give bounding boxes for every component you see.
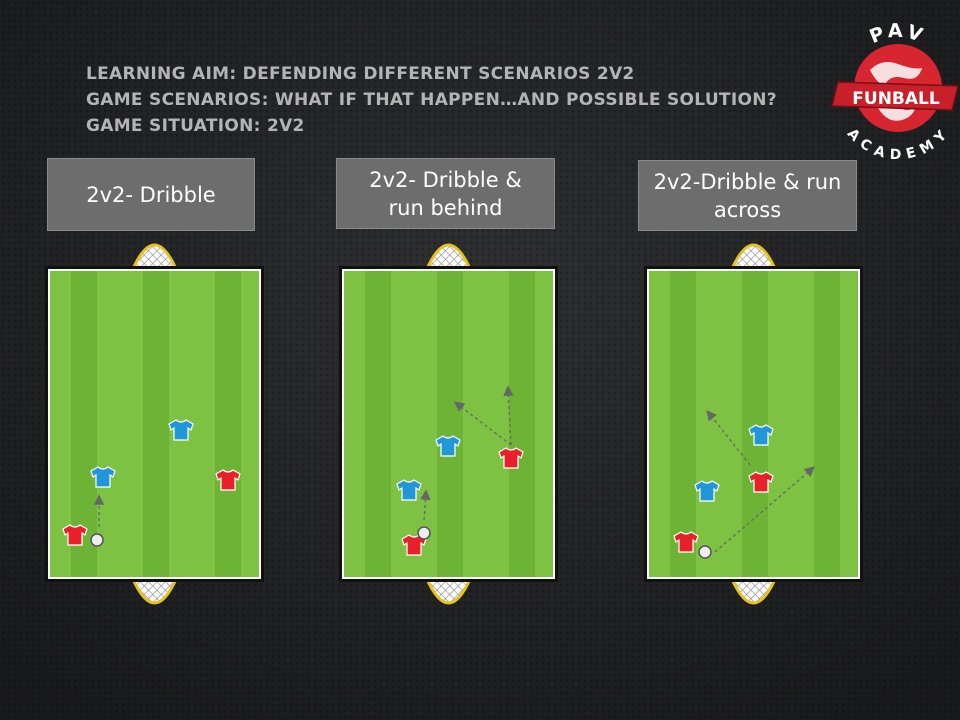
pitch-stripe <box>71 271 97 577</box>
header-line: LEARNING AIM: DEFENDING DIFFERENT SCENAR… <box>86 64 635 84</box>
player <box>498 447 524 469</box>
player <box>694 480 720 502</box>
panel-title: 2v2-Dribble & run across <box>638 160 857 231</box>
player <box>168 419 194 441</box>
pitch-stripe <box>437 271 463 577</box>
run-arrow <box>420 489 431 521</box>
player <box>215 469 241 491</box>
header-line: GAME SITUATION: 2V2 <box>86 116 305 136</box>
ball <box>90 533 104 547</box>
player <box>435 435 461 457</box>
player <box>62 524 88 546</box>
pitch-stripe <box>670 271 696 577</box>
panel-title: 2v2- Dribble & run behind <box>336 158 555 229</box>
run-arrow <box>706 409 751 466</box>
ball <box>417 526 431 540</box>
pitch-stripe <box>143 271 169 577</box>
player <box>90 466 116 488</box>
player <box>748 471 774 493</box>
header-line: GAME SCENARIOS: WHAT IF THAT HAPPEN…AND … <box>86 90 777 110</box>
panel-title: 2v2- Dribble <box>47 158 255 231</box>
pitch-stripe <box>365 271 391 577</box>
logo-banner: FUNBALL <box>852 89 940 109</box>
player <box>748 424 774 446</box>
banner <box>831 81 959 111</box>
player <box>673 531 699 553</box>
ball <box>698 545 712 559</box>
pitch-stripe <box>742 271 768 577</box>
logo: FUNBALL PAV ACADEMY <box>831 20 959 163</box>
pitch-stripe <box>509 271 535 577</box>
player <box>396 479 422 501</box>
pitch-stripe <box>814 271 840 577</box>
pitch-stripe <box>215 271 241 577</box>
